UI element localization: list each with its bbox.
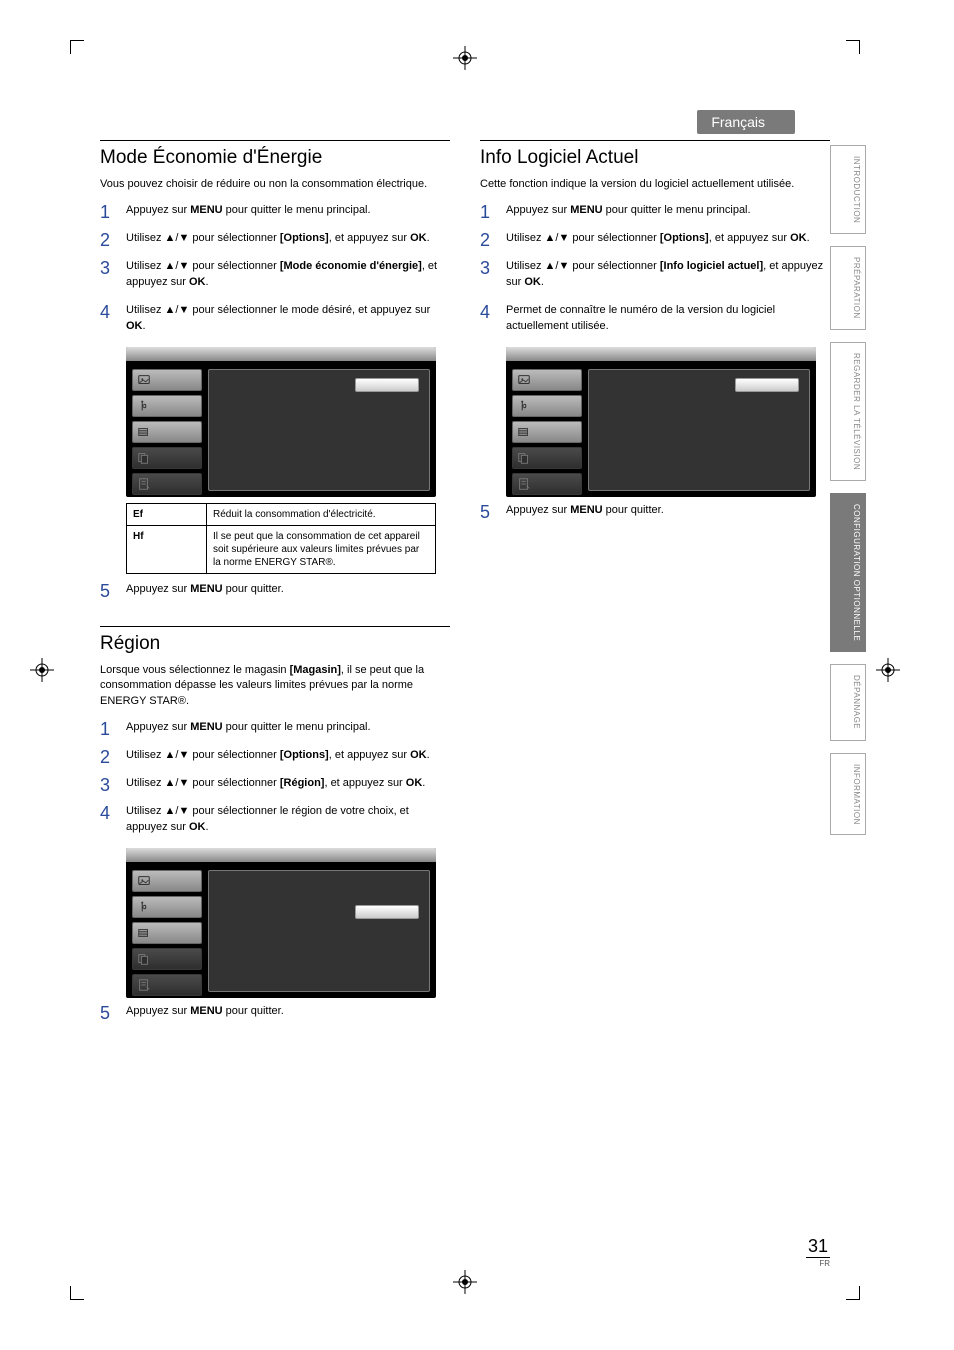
step-item: Utilisez ▲/▼ pour sélectionner [Options]…	[100, 748, 450, 764]
features-icon	[132, 922, 202, 944]
steps-list: Appuyez sur MENU pour quitter le menu pr…	[100, 720, 450, 836]
pbc-icon	[132, 948, 202, 970]
page: Français INTRODUCTIONPRÉPARATIONREGARDER…	[70, 40, 860, 1300]
picture-icon	[132, 369, 202, 391]
side-tab: INTRODUCTION	[830, 145, 866, 234]
crop-mark-icon	[70, 1286, 84, 1300]
section-info: Info Logiciel Actuel Cette fonction indi…	[480, 140, 830, 519]
step-item: Utilisez ▲/▼ pour sélectionner [Mode éco…	[100, 259, 450, 291]
screenshot-topbar	[506, 347, 816, 361]
screenshot-sidebar	[132, 870, 202, 996]
features-icon	[512, 421, 582, 443]
pbc-icon	[132, 447, 202, 469]
sound-icon	[512, 395, 582, 417]
step-item: Appuyez sur MENU pour quitter.	[100, 1004, 450, 1020]
registration-mark-icon	[876, 658, 900, 682]
setup-icon	[132, 974, 202, 996]
screenshot-panel	[208, 870, 430, 992]
registration-mark-icon	[453, 46, 477, 70]
screenshot-value-field	[355, 378, 419, 392]
step-item: Utilisez ▲/▼ pour sélectionner le région…	[100, 804, 450, 836]
step-item: Utilisez ▲/▼ pour sélectionner [Info log…	[480, 259, 830, 291]
section-region: Région Lorsque vous sélectionnez le maga…	[100, 626, 450, 1020]
crop-mark-icon	[846, 1286, 860, 1300]
step-item: Utilisez ▲/▼ pour sélectionner [Région],…	[100, 776, 450, 792]
side-tab: PRÉPARATION	[830, 246, 866, 330]
screenshot-panel	[588, 369, 810, 491]
screenshot-panel	[208, 369, 430, 491]
table-value: Il se peut que la consommation de cet ap…	[207, 525, 436, 573]
intro-text: Cette fonction indique la version du log…	[480, 177, 830, 193]
step-item: Utilisez ▲/▼ pour sélectionner [Options]…	[100, 231, 450, 247]
step-item: Appuyez sur MENU pour quitter le menu pr…	[480, 203, 830, 219]
picture-icon	[132, 870, 202, 892]
menu-screenshot	[126, 848, 436, 998]
intro-text: Lorsque vous sélectionnez le magasin [Ma…	[100, 663, 450, 711]
side-tab: INFORMATION	[830, 753, 866, 836]
steps-list: Appuyez sur MENU pour quitter.	[100, 582, 450, 598]
screenshot-sidebar	[512, 369, 582, 495]
step-item: Utilisez ▲/▼ pour sélectionner [Options]…	[480, 231, 830, 247]
table-key: Hf	[127, 525, 207, 573]
setup-icon	[512, 473, 582, 495]
step-item: Appuyez sur MENU pour quitter.	[100, 582, 450, 598]
section-title: Info Logiciel Actuel	[480, 140, 830, 169]
steps-list: Appuyez sur MENU pour quitter.	[100, 1004, 450, 1020]
left-column: Mode Économie d'Énergie Vous pouvez choi…	[100, 140, 450, 1048]
screenshot-topbar	[126, 848, 436, 862]
screenshot-sidebar	[132, 369, 202, 495]
screenshot-value-field	[355, 905, 419, 919]
steps-list: Appuyez sur MENU pour quitter.	[480, 503, 830, 519]
intro-text: Vous pouvez choisir de réduire ou non la…	[100, 177, 450, 193]
table-row: EfRéduit la consommation d'électricité.	[127, 503, 436, 525]
side-tab: REGARDER LA TÉLÉVISION	[830, 342, 866, 481]
side-tabs: INTRODUCTION PRÉPARATION REGARDER LA TÉLÉV…	[830, 145, 866, 835]
side-tab: DÉPANNAGE	[830, 664, 866, 740]
step-item: Appuyez sur MENU pour quitter.	[480, 503, 830, 519]
step-item: Appuyez sur MENU pour quitter le menu pr…	[100, 203, 450, 219]
page-lang: FR	[806, 1259, 830, 1268]
options-table: EfRéduit la consommation d'électricité.H…	[126, 503, 436, 574]
screenshot-value-field	[735, 378, 799, 392]
language-badge: Français	[697, 110, 795, 134]
step-item: Permet de connaître le numéro de la vers…	[480, 303, 830, 335]
steps-list: Appuyez sur MENU pour quitter le menu pr…	[480, 203, 830, 335]
side-tab: CONFIGURATION OPTIONNELLE	[830, 493, 866, 652]
sound-icon	[132, 395, 202, 417]
section-title: Mode Économie d'Énergie	[100, 140, 450, 169]
page-number-value: 31	[806, 1236, 830, 1258]
right-column: Info Logiciel Actuel Cette fonction indi…	[480, 140, 830, 1048]
pbc-icon	[512, 447, 582, 469]
table-value: Réduit la consommation d'électricité.	[207, 503, 436, 525]
content-columns: Mode Économie d'Énergie Vous pouvez choi…	[100, 140, 830, 1048]
steps-list: Appuyez sur MENU pour quitter le menu pr…	[100, 203, 450, 335]
features-icon	[132, 421, 202, 443]
step-item: Utilisez ▲/▼ pour sélectionner le mode d…	[100, 303, 450, 335]
picture-icon	[512, 369, 582, 391]
registration-mark-icon	[30, 658, 54, 682]
table-key: Ef	[127, 503, 207, 525]
setup-icon	[132, 473, 202, 495]
registration-mark-icon	[453, 1270, 477, 1294]
menu-screenshot	[506, 347, 816, 497]
page-number: 31 FR	[806, 1236, 830, 1268]
table-row: HfIl se peut que la consommation de cet …	[127, 525, 436, 573]
screenshot-topbar	[126, 347, 436, 361]
sound-icon	[132, 896, 202, 918]
section-energy: Mode Économie d'Énergie Vous pouvez choi…	[100, 140, 450, 598]
crop-mark-icon	[70, 40, 84, 54]
step-item: Appuyez sur MENU pour quitter le menu pr…	[100, 720, 450, 736]
crop-mark-icon	[846, 40, 860, 54]
section-title: Région	[100, 626, 450, 655]
menu-screenshot	[126, 347, 436, 497]
